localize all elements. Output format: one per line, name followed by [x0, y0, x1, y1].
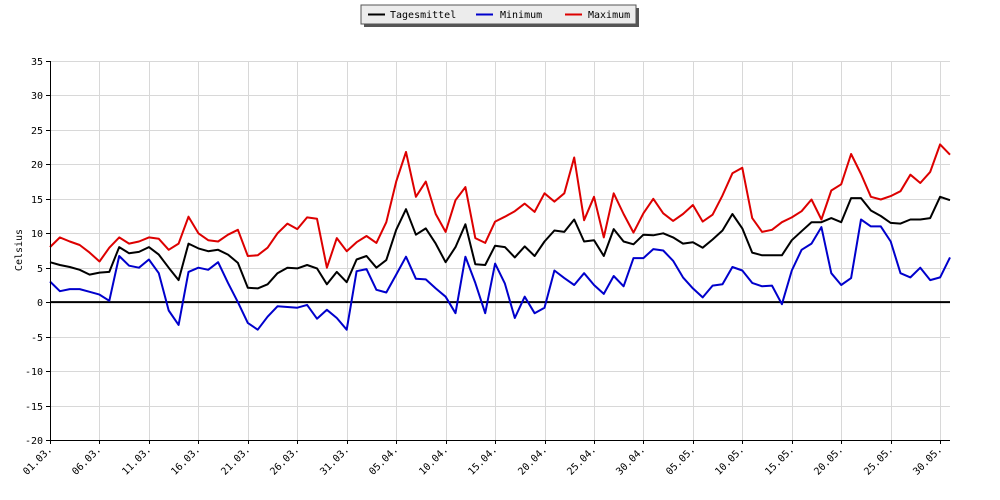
y-tick-label: 25 [31, 126, 43, 137]
x-tick-label: 25.04. [565, 444, 598, 477]
x-tick-label: 05.05. [664, 444, 697, 477]
x-tick-label: 30.04. [614, 444, 647, 477]
y-tick-label: -20 [25, 436, 43, 447]
y-tick-label: 5 [37, 264, 43, 275]
legend-box [360, 4, 637, 25]
y-tick-label: 35 [31, 57, 43, 68]
x-tick-label: 25.05. [862, 444, 895, 477]
legend: Tagesmittel Minimum Maximum [360, 4, 639, 27]
series-line-maximum [49, 143, 951, 269]
series-layer [49, 143, 951, 331]
x-tick-label: 15.04. [466, 444, 499, 477]
y-tick-label: -10 [25, 367, 43, 378]
series-line-minimum [49, 218, 951, 331]
y-tick-label: -15 [25, 402, 43, 413]
x-tick-label: 16.03. [169, 444, 202, 477]
x-tick-label: 26.03. [268, 444, 301, 477]
x-tick-label: 06.03. [70, 444, 103, 477]
y-tick-label: 10 [31, 229, 43, 240]
legend-label-maximum: Maximum [588, 10, 630, 21]
y-axis: 35 30 25 20 15 10 5 0 -5 -10 -15 -20 [25, 57, 50, 447]
x-tick-label: 11.03. [120, 444, 153, 477]
series-line-tagesmittel [49, 195, 951, 290]
y-tick-label: -5 [31, 333, 43, 344]
x-tick-label: 30.05. [911, 444, 944, 477]
x-axis: 01.03. 06.03. 11.03. 16.03. 21.03. 26.03. 31.0… [21, 440, 945, 478]
x-tick-label: 15.05. [763, 444, 796, 477]
y-axis-label: Celsius [14, 229, 25, 271]
legend-label-tagesmittel: Tagesmittel [390, 10, 456, 21]
grid [50, 61, 950, 441]
plot-frame-layer [50, 61, 950, 441]
x-tick-label: 21.03. [219, 444, 252, 477]
x-tick-label: 01.03. [21, 444, 54, 477]
x-tick-label: 10.05. [713, 444, 746, 477]
x-tick-label: 20.04. [516, 444, 549, 477]
x-tick-label: 05.04. [367, 444, 400, 477]
y-tick-label: 20 [31, 160, 43, 171]
x-tick-label: 10.04. [417, 444, 450, 477]
y-tick-label: 30 [31, 91, 43, 102]
x-tick-label: 20.05. [812, 444, 845, 477]
y-tick-label: 15 [31, 195, 43, 206]
x-tick-label: 31.03. [318, 444, 351, 477]
y-tick-label: 0 [37, 298, 43, 309]
legend-label-minimum: Minimum [500, 10, 542, 21]
